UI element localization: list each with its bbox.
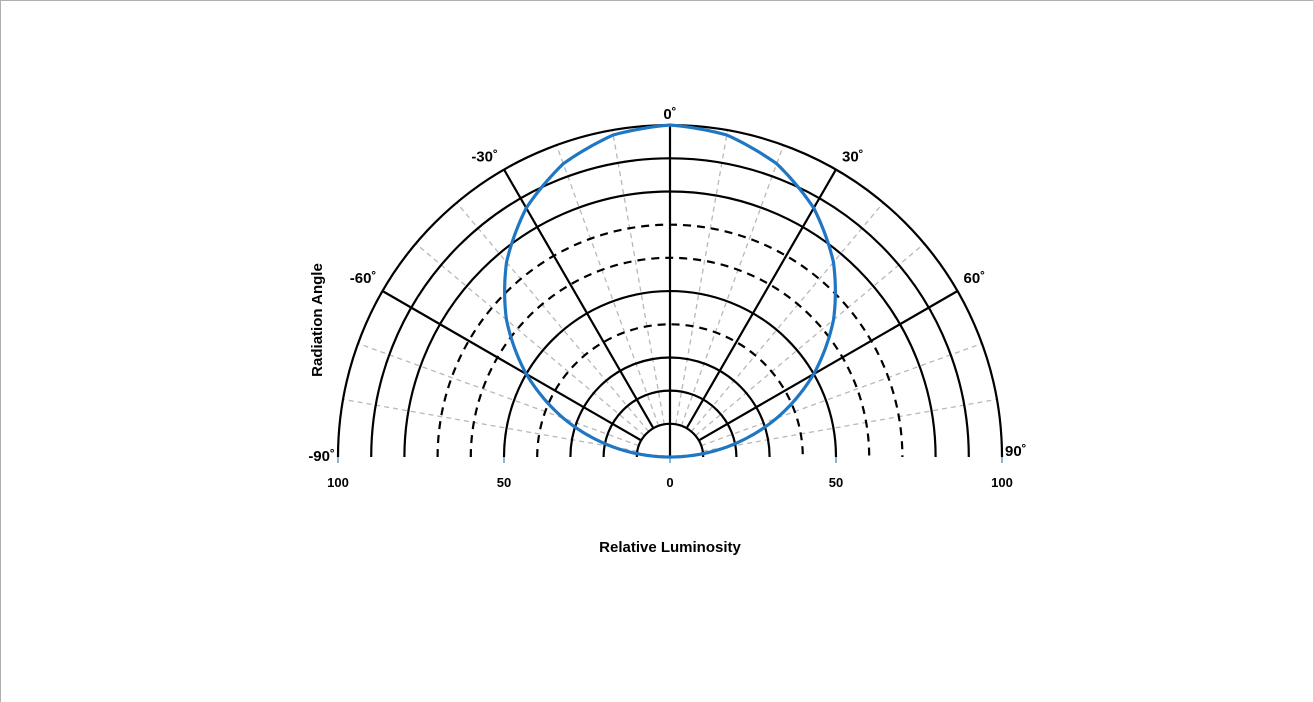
angle-label: -30˚ (471, 148, 498, 165)
ring-dashed (536, 323, 804, 458)
minor-spoke (690, 202, 884, 432)
angle-label: -90˚ (308, 448, 335, 465)
minor-spoke (675, 129, 729, 425)
radius-tick-label: 0 (666, 475, 673, 490)
minor-spoke (357, 342, 640, 447)
series-layer (503, 123, 837, 459)
minor-spoke (456, 202, 650, 432)
angle-spokes (381, 125, 959, 457)
major-spoke (381, 290, 642, 442)
minor-spoke (342, 398, 638, 452)
y-axis-title: Radiation Angle (309, 263, 326, 377)
major-spoke (698, 290, 959, 442)
series-line (503, 123, 837, 459)
minor-spoke (680, 144, 785, 427)
labels-layer: -90˚ -60˚ -30˚ 0˚ 30˚ 60˚ 90˚ 100 50 0 50 100 (308, 106, 1026, 490)
minor-spoke (611, 129, 665, 425)
radius-tick-label: 100 (991, 475, 1013, 490)
angle-label: 30˚ (842, 148, 864, 165)
minor-spoke (415, 243, 645, 437)
minor-spoke (702, 398, 998, 452)
angle-label: 90˚ (1005, 443, 1027, 460)
radius-tick-label: 50 (829, 475, 843, 490)
minor-spoke (555, 144, 660, 427)
major-spoke (685, 168, 837, 429)
angle-label: 60˚ (964, 270, 986, 287)
major-spoke (503, 168, 655, 429)
x-axis-title: Relative Luminosity (599, 539, 741, 556)
radius-tick-label: 100 (327, 475, 349, 490)
radius-tick-label: 50 (497, 475, 511, 490)
dashed-grid (342, 129, 998, 452)
angle-label: -60˚ (350, 270, 377, 287)
angle-label: 0˚ (663, 106, 676, 123)
baseline-axis (337, 455, 1003, 463)
minor-spoke (700, 342, 983, 447)
minor-spoke (695, 243, 925, 437)
